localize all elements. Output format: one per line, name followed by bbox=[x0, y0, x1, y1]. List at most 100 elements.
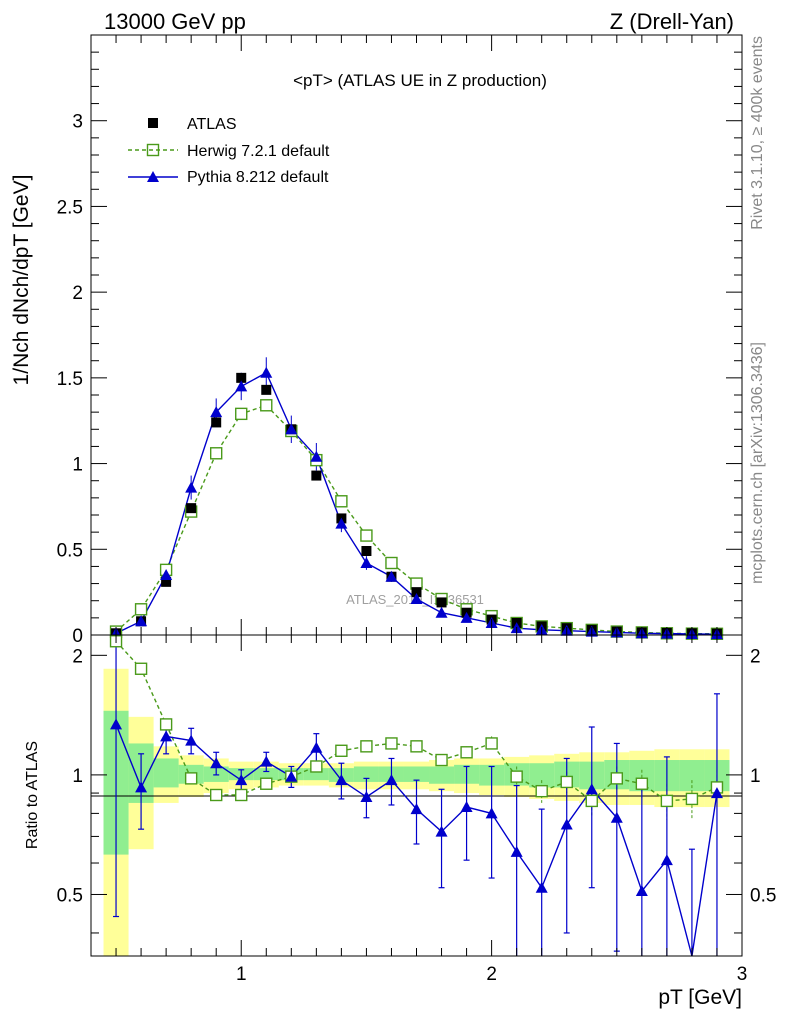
ratio-panel: 1 2 3 0.5 0.5 1 1 2 2 Ratio to ATLAS pT [GeV] bbox=[24, 634, 776, 1009]
ratio-y-tick-label-right: 2 bbox=[750, 646, 761, 667]
pythia-ratio-point bbox=[560, 818, 573, 830]
main-y-tick-label: 2.5 bbox=[57, 197, 83, 218]
atlas-point bbox=[236, 372, 247, 383]
pythia-point bbox=[435, 606, 448, 618]
main-y-axis-label: 1/Nch dNch/dpT [GeV] bbox=[10, 175, 33, 386]
x-tick-label: 2 bbox=[486, 964, 497, 985]
pythia-ratio-point bbox=[285, 770, 298, 782]
pythia-point bbox=[410, 593, 423, 604]
herwig-ratio-point bbox=[610, 772, 624, 785]
atlas-point bbox=[261, 384, 272, 395]
herwig-ratio-point bbox=[685, 792, 699, 806]
herwig-ratio-point bbox=[360, 740, 373, 753]
main-title: <pT> (ATLAS UE in Z production) bbox=[293, 71, 547, 90]
herwig-point bbox=[260, 399, 273, 412]
atlas-point bbox=[211, 417, 222, 428]
ratio-y-axis-label: Ratio to ATLAS bbox=[24, 741, 41, 849]
pythia-ratio-point bbox=[185, 734, 198, 746]
atlas-point bbox=[161, 576, 172, 587]
main-y-tick-label: 2 bbox=[72, 283, 83, 304]
legend: ATLAS Herwig 7.2.1 default Pythia 8.212 … bbox=[128, 116, 330, 186]
legend-marker-pythia bbox=[147, 171, 159, 182]
main-y-tick-label: 0.5 bbox=[57, 540, 83, 561]
herwig-ratio-point bbox=[485, 737, 498, 750]
legend-label-herwig: Herwig 7.2.1 default bbox=[187, 143, 330, 160]
herwig-ratio-point bbox=[159, 718, 173, 731]
pythia-ratio-point bbox=[310, 741, 323, 753]
ratio-band-inner bbox=[353, 766, 379, 782]
ratio-y-tick-label: 1 bbox=[72, 766, 83, 787]
herwig-ratio-point bbox=[184, 772, 198, 785]
main-y-tick-label: 3 bbox=[72, 112, 83, 133]
pythia-point bbox=[335, 517, 348, 529]
pythia-point bbox=[385, 570, 398, 582]
main-y-tick-label: 1.5 bbox=[57, 369, 83, 390]
ratio-band-inner bbox=[303, 768, 329, 781]
pythia-ratio-point bbox=[510, 845, 523, 857]
pythia-point bbox=[210, 406, 223, 418]
herwig-ratio-point bbox=[560, 775, 573, 789]
header-right: Z (Drell-Yan) bbox=[610, 9, 734, 34]
herwig-ratio-point bbox=[510, 770, 523, 783]
herwig-ratio-point bbox=[310, 760, 323, 773]
herwig-ratio-point bbox=[460, 746, 473, 759]
herwig-point bbox=[235, 407, 248, 421]
herwig-ratio-point bbox=[235, 788, 248, 802]
ratio-y-tick-label-right: 0.5 bbox=[750, 885, 776, 906]
pythia-ratio-point bbox=[235, 774, 248, 786]
herwig-ratio-point bbox=[134, 662, 148, 675]
pythia-point bbox=[460, 611, 473, 623]
pythia-ratio-point bbox=[435, 825, 448, 837]
legend-marker-herwig bbox=[146, 143, 160, 157]
pythia-ratio-point bbox=[635, 885, 648, 897]
ratio-band-inner bbox=[403, 766, 430, 782]
ratio-band-inner bbox=[153, 758, 179, 788]
herwig-ratio-point bbox=[435, 753, 448, 767]
x-tick-label: 3 bbox=[737, 964, 748, 985]
pythia-ratio-point bbox=[210, 757, 223, 769]
pythia-point bbox=[185, 481, 198, 493]
pythia-point bbox=[135, 615, 148, 627]
herwig-point bbox=[385, 556, 398, 570]
pythia-ratio-point bbox=[485, 807, 498, 819]
herwig-ratio-point bbox=[585, 794, 598, 808]
pythia-ratio-point bbox=[460, 801, 473, 813]
pythia-point bbox=[285, 423, 298, 435]
legend-label-pythia: Pythia 8.212 default bbox=[187, 169, 329, 186]
pythia-ratio-point bbox=[610, 811, 623, 823]
pythia-point bbox=[260, 366, 273, 378]
pythia-ratio-point bbox=[585, 783, 598, 795]
herwig-point bbox=[360, 529, 373, 542]
rivet-label: Rivet 3.1.10, ≥ 400k events bbox=[749, 36, 766, 230]
ratio-y-tick-label: 0.5 bbox=[57, 885, 83, 906]
pythia-point bbox=[160, 569, 173, 580]
ratio-band-inner bbox=[253, 768, 279, 781]
pythia-point bbox=[310, 450, 323, 462]
pythia-ratio-point bbox=[535, 881, 548, 893]
legend-marker-atlas bbox=[148, 118, 158, 128]
pythia-ratio-point bbox=[110, 718, 123, 730]
atlas-point bbox=[436, 597, 447, 608]
ratio-y-tick-label: 2 bbox=[72, 646, 83, 667]
pythia-ratio-point bbox=[710, 787, 723, 799]
herwig-point bbox=[209, 447, 223, 460]
atlas-point bbox=[361, 546, 372, 556]
herwig-ratio-point bbox=[660, 794, 674, 808]
herwig-point bbox=[335, 495, 348, 508]
main-panel: ATLAS_2019_I1736531 <pT> (ATLAS UE in Z … bbox=[10, 34, 743, 647]
herwig-point bbox=[134, 603, 148, 616]
herwig-ratio-point bbox=[260, 777, 273, 790]
ratio-band-inner bbox=[429, 766, 455, 784]
atlas-point bbox=[311, 470, 322, 481]
mcplots-label: mcplots.cern.ch [arXiv:1306.3436] bbox=[749, 342, 766, 584]
pythia-ratio-point bbox=[135, 781, 148, 793]
herwig-ratio-point bbox=[209, 788, 223, 802]
pythia-ratio-point bbox=[660, 854, 673, 866]
main-y-tick-label: 0 bbox=[72, 626, 83, 647]
herwig-ratio-point bbox=[335, 744, 348, 757]
ratio-band-inner bbox=[529, 763, 555, 788]
pythia-point bbox=[360, 557, 373, 568]
pythia-point bbox=[235, 380, 248, 392]
legend-label-atlas: ATLAS bbox=[187, 116, 237, 133]
